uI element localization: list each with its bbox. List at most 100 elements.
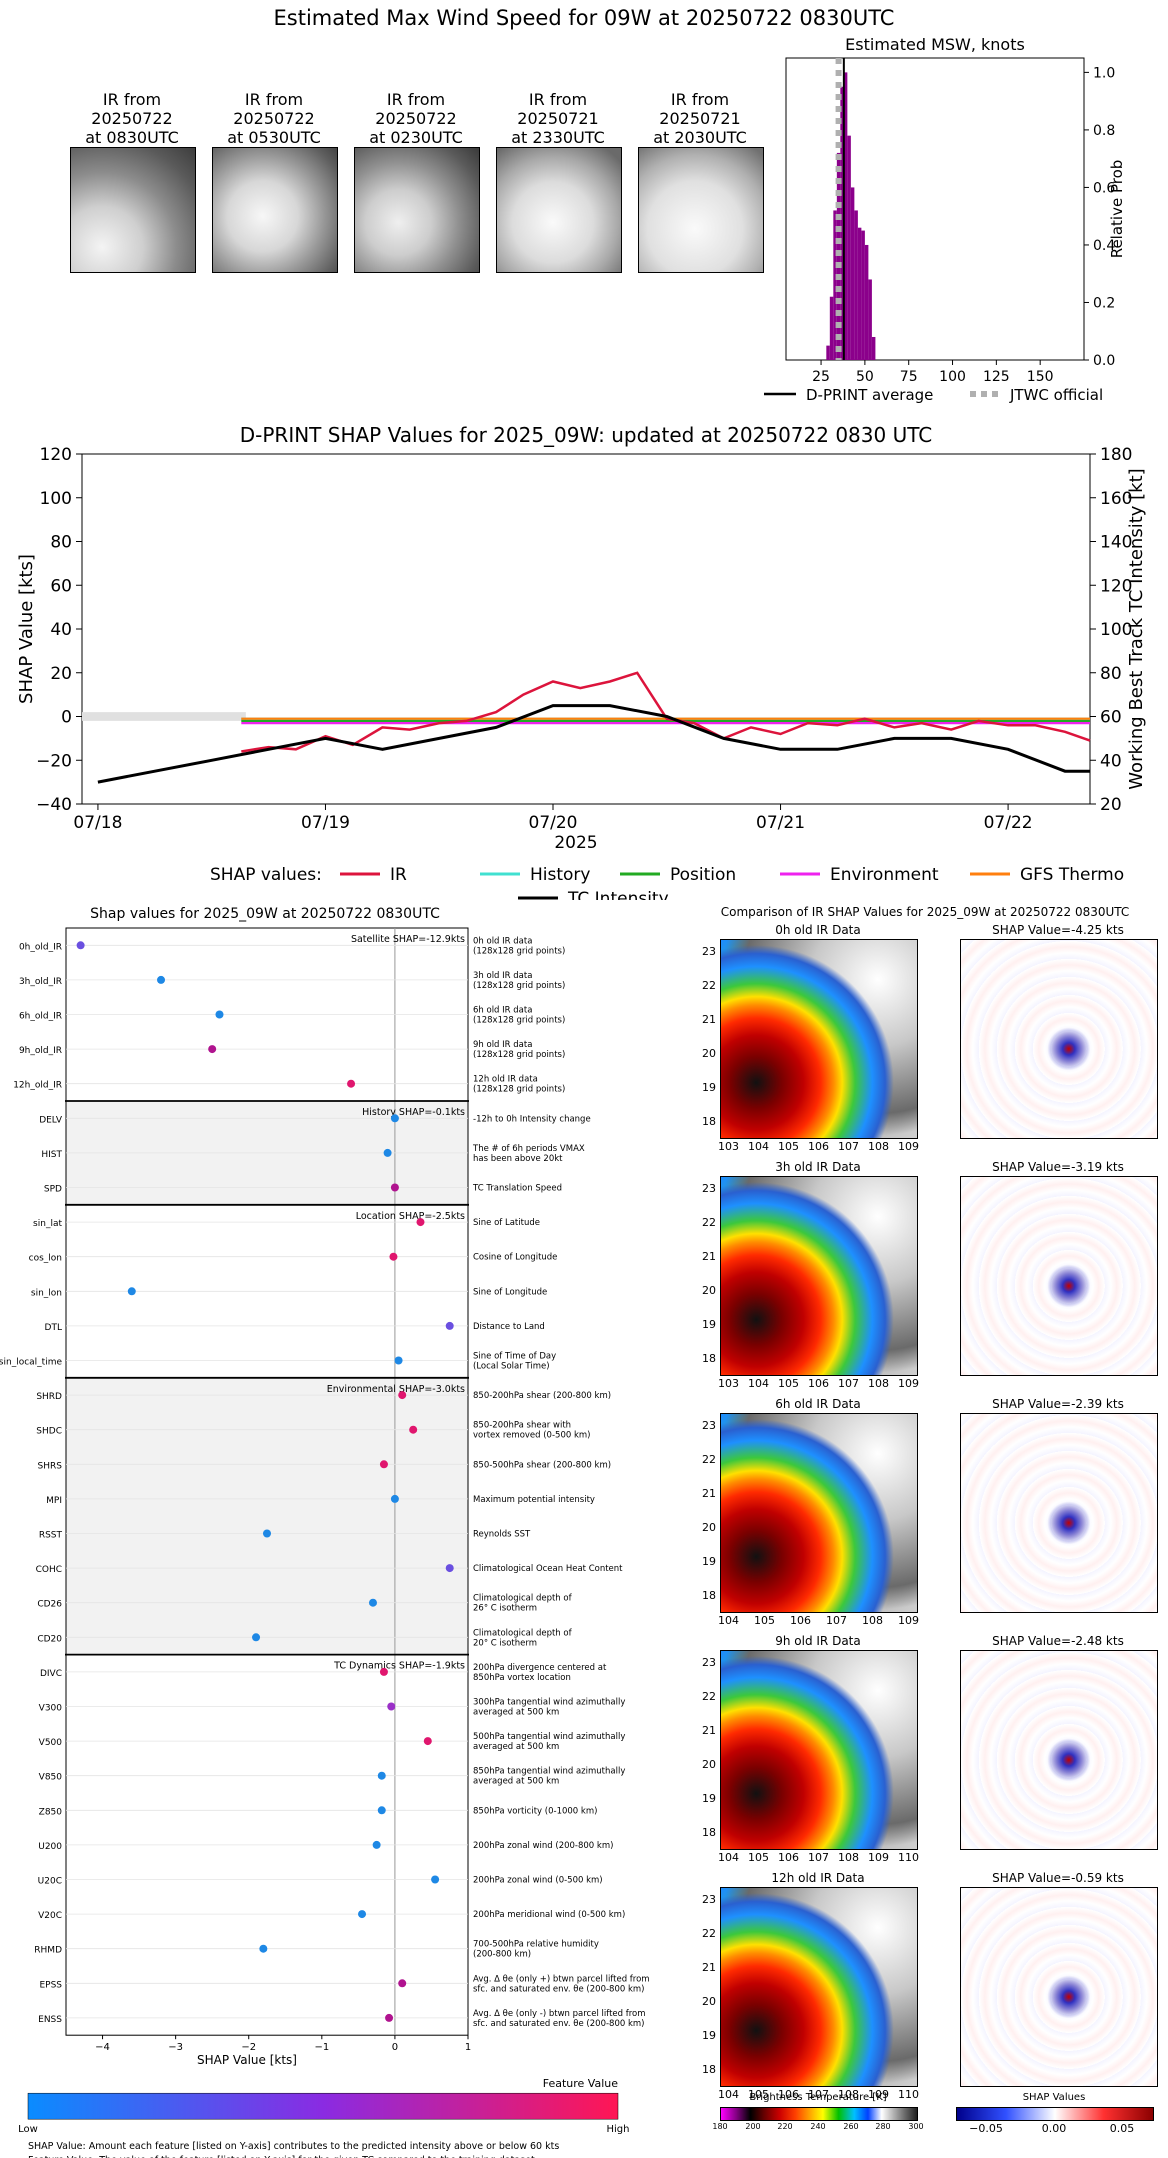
ir-thumbnail-label: IR from 20250722 at 0530UTC xyxy=(227,90,321,147)
feature-dot xyxy=(379,1667,388,1676)
msw-histogram: Estimated MSW, knots 25 50 75 100 125 150 0.0 0.… xyxy=(764,35,1126,404)
shap-xtick-label: −2 xyxy=(241,2042,256,2053)
feature-desc: Maximum potential intensity xyxy=(473,1495,595,1505)
ir-map-title: 3h old IR Data xyxy=(775,1160,861,1174)
feature-name: V850 xyxy=(39,1773,63,1783)
ir-map-ytick: 23 xyxy=(702,945,716,958)
feature-name: HIST xyxy=(41,1150,62,1160)
ir-map-ytick: 18 xyxy=(702,1352,716,1365)
msw-bar xyxy=(840,86,844,360)
msw-bar xyxy=(833,210,837,360)
feature-desc: 850hPa vortex location xyxy=(473,1673,571,1683)
ir-map-xtick: 109 xyxy=(898,1377,919,1390)
shap-map xyxy=(960,1176,1158,1376)
ir-map-ytick: 19 xyxy=(702,1318,716,1331)
ir-map-ytick: 23 xyxy=(702,1893,716,1906)
feature-name: V500 xyxy=(39,1738,63,1748)
bt-colorbar-tick: 240 xyxy=(810,2122,826,2131)
ir-thumbnail-label: IR from 20250721 at 2030UTC xyxy=(653,90,747,147)
shap-timeseries-chart: D-PRINT SHAP Values for 2025_09W: update… xyxy=(16,423,1147,900)
ir-map-xtick: 106 xyxy=(778,2088,799,2101)
ir-map-xtick: 110 xyxy=(898,2088,919,2101)
legend-label: Position xyxy=(670,865,736,885)
ir-map-xtick: 104 xyxy=(748,1377,769,1390)
ir-thumbnail-image xyxy=(638,147,764,273)
ts-ytick-left-label: 100 xyxy=(40,489,72,509)
shap-colorbar xyxy=(956,2107,1154,2121)
shap-xtick-label: −1 xyxy=(314,2042,329,2053)
msw-bar xyxy=(854,210,858,360)
ir-map-xtick: 108 xyxy=(862,1614,883,1627)
feature-dot xyxy=(394,1356,403,1365)
feature-desc: Sine of Latitude xyxy=(473,1218,540,1228)
ts-ytick-left-label: 20 xyxy=(50,664,72,684)
shap-map xyxy=(960,939,1158,1139)
ts-ylabel-right: Working Best Track TC Intensity [kt] xyxy=(1126,468,1147,789)
msw-xtick-label: 125 xyxy=(983,369,1010,385)
ts-ytick-right-label: 100 xyxy=(1100,620,1132,640)
colorbar-low: Low xyxy=(18,2124,38,2135)
ir-map xyxy=(720,1413,918,1613)
ir-map-xtick: 109 xyxy=(868,1851,889,1864)
ir-map-xtick: 109 xyxy=(898,1140,919,1153)
shap-panel-frame xyxy=(65,927,469,2036)
msw-bar xyxy=(826,345,830,360)
page-title: Estimated Max Wind Speed for 09W at 2025… xyxy=(273,6,895,30)
ir-thumbnail-label: IR from 20250722 at 0830UTC xyxy=(85,90,179,147)
legend-label: GFS Thermo xyxy=(1020,865,1124,885)
feature-dot xyxy=(431,1875,440,1884)
feature-desc: Distance to Land xyxy=(473,1322,545,1332)
feature-dot xyxy=(445,1564,454,1573)
feature-dot xyxy=(368,1598,377,1607)
shap-map-title: SHAP Value=-3.19 kts xyxy=(992,1160,1124,1174)
msw-bar xyxy=(864,244,869,360)
ir-map-xtick: 107 xyxy=(838,1377,859,1390)
feature-name: 0h_old_IR xyxy=(19,942,62,952)
feature-desc: Reynolds SST xyxy=(473,1530,531,1540)
ir-map-xtick: 103 xyxy=(718,1377,739,1390)
ir-map-ytick: 18 xyxy=(702,2063,716,2076)
ir-map-ytick: 21 xyxy=(702,1961,716,1974)
feature-name: cos_lon xyxy=(29,1254,62,1264)
feature-desc: 12h old IR data xyxy=(473,1075,538,1085)
feature-desc: 200hPa divergence centered at xyxy=(473,1663,607,1673)
feature-desc: 850-500hPa shear (200-800 km) xyxy=(473,1460,611,1470)
ts-ytick-left-label: 60 xyxy=(50,576,72,596)
feature-dot xyxy=(390,1114,399,1123)
ir-map-ytick: 22 xyxy=(702,1216,716,1229)
ir-map-xtick: 109 xyxy=(898,1614,919,1627)
ir-map-xtick: 107 xyxy=(826,1614,847,1627)
ir-map-xtick: 106 xyxy=(790,1614,811,1627)
ir-thumbnail-image xyxy=(212,147,338,273)
ir-map-ytick: 21 xyxy=(702,1250,716,1263)
feature-desc: 200hPa meridional wind (0-500 km) xyxy=(473,1910,625,1920)
feature-desc: 300hPa tangential wind azimuthally xyxy=(473,1698,625,1708)
msw-bar xyxy=(847,135,851,360)
feature-desc: The # of 6h periods VMAX xyxy=(472,1144,585,1154)
feature-desc: 850-200hPa shear with xyxy=(473,1421,571,1431)
ir-map-ytick: 23 xyxy=(702,1419,716,1432)
ts-xtick-label: 07/18 xyxy=(73,813,122,833)
comparison-title: Comparison of IR SHAP Values for 2025_09… xyxy=(720,905,1130,919)
feature-name: 9h_old_IR xyxy=(19,1046,62,1056)
feature-desc: sfc. and saturated env. θe (200-800 km) xyxy=(473,2019,645,2029)
feature-dot xyxy=(377,1771,386,1780)
legend-jtwc-label: JTWC official xyxy=(1009,386,1103,404)
feature-name: CD26 xyxy=(37,1600,62,1610)
feature-dot xyxy=(259,1944,268,1953)
ir-map-xtick: 110 xyxy=(898,1851,919,1864)
ir-map-ytick: 22 xyxy=(702,1927,716,1940)
shap-map xyxy=(960,1650,1158,1850)
feature-dot xyxy=(389,1252,398,1261)
feature-desc: (128x128 grid points) xyxy=(473,946,565,956)
feature-desc: 200hPa zonal wind (0-500 km) xyxy=(473,1876,603,1886)
feature-name: SHRD xyxy=(36,1392,62,1402)
bt-colorbar xyxy=(720,2107,918,2121)
ir-map-xtick: 108 xyxy=(838,2088,859,2101)
feature-desc: 9h old IR data xyxy=(473,1040,532,1050)
timeseries-frame xyxy=(81,453,1091,805)
feature-desc: Sine of Time of Day xyxy=(473,1352,556,1362)
feature-name: ENSS xyxy=(38,2015,62,2025)
ir-map-title: 9h old IR Data xyxy=(775,1634,861,1648)
ir-map-xtick: 108 xyxy=(838,1851,859,1864)
